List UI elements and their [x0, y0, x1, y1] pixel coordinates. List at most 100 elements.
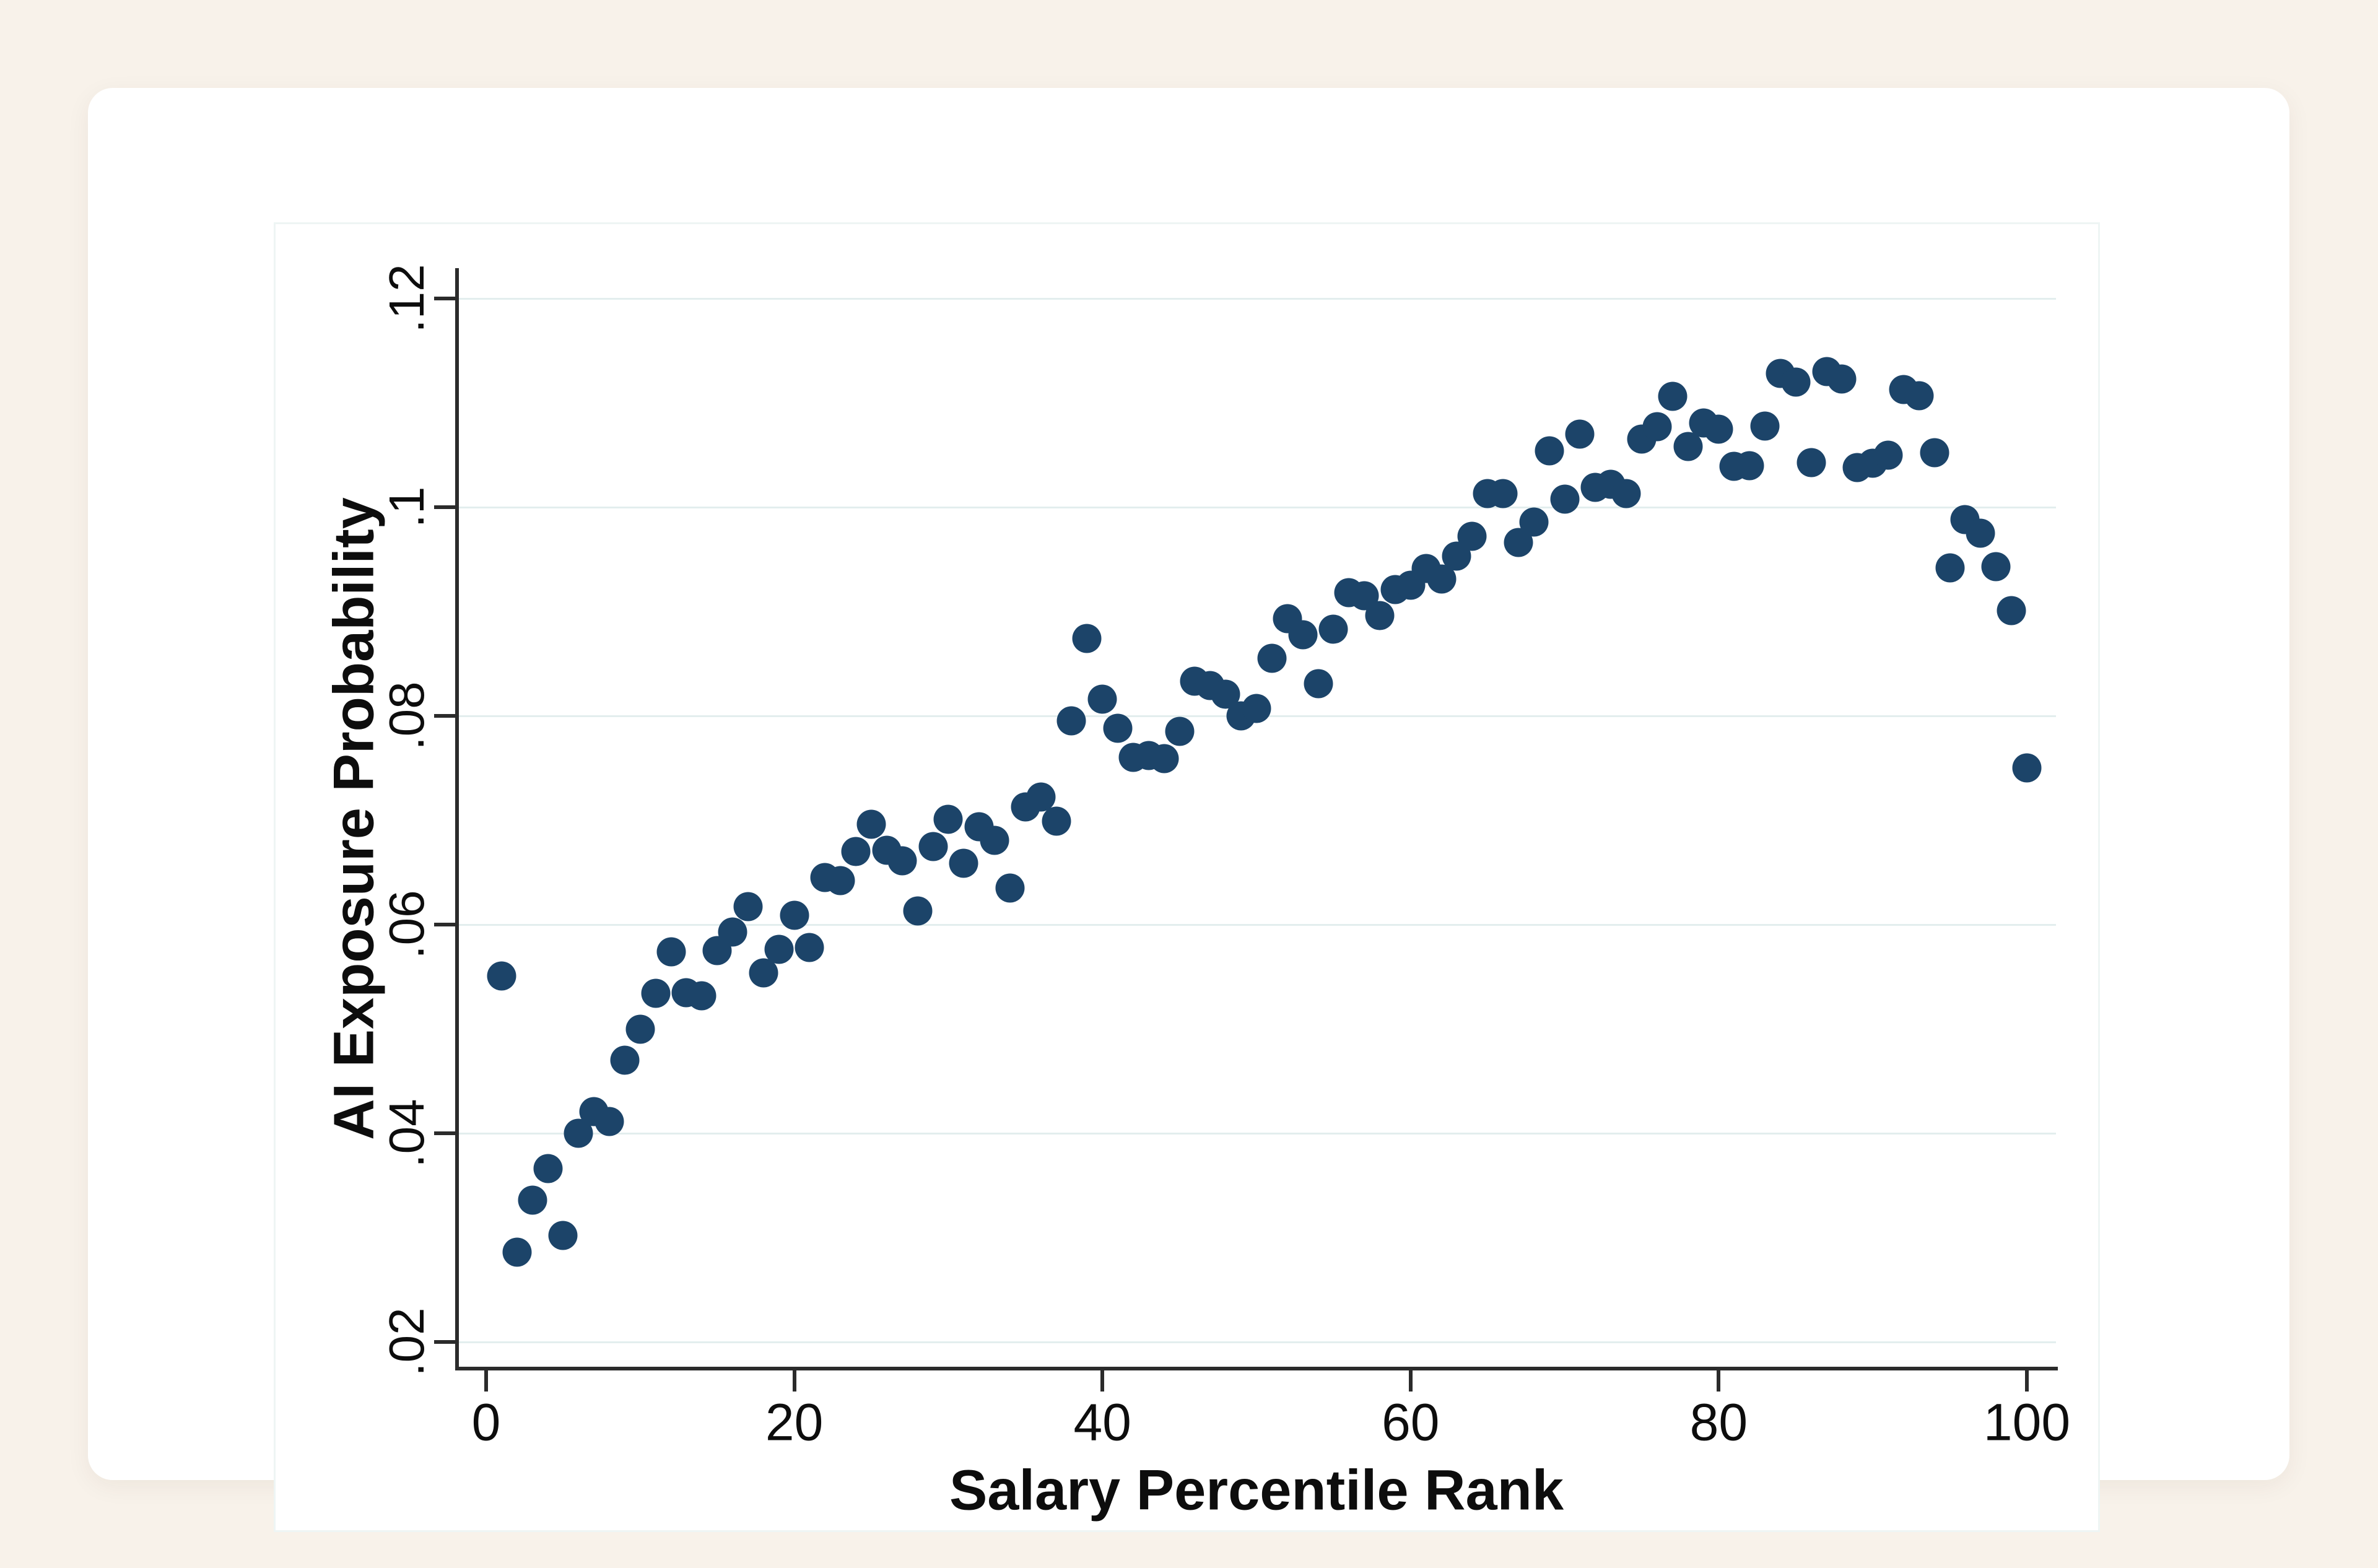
y-tick [434, 1340, 455, 1344]
y-tick [434, 923, 455, 926]
scatter-point [1257, 643, 1287, 673]
scatter-point [1781, 367, 1811, 397]
scatter-point [1042, 806, 1071, 836]
y-tick [434, 1131, 455, 1135]
x-tick [792, 1370, 796, 1392]
scatter-point [1704, 414, 1733, 444]
x-axis-line [455, 1367, 2058, 1370]
scatter-point [1165, 716, 1195, 746]
scatter-point [1072, 624, 1102, 653]
y-axis-title: AI Exposure Probability [322, 497, 386, 1140]
scatter-point [610, 1045, 640, 1075]
x-tick [1408, 1370, 1413, 1392]
x-tick [1100, 1370, 1105, 1392]
x-tick [484, 1370, 488, 1392]
scatter-point [656, 937, 686, 967]
scatter-point [887, 846, 917, 876]
x-tick-label: 100 [1983, 1393, 2071, 1452]
scatter-point [1642, 412, 1672, 442]
x-tick-label: 20 [765, 1393, 824, 1452]
scatter-point [1026, 782, 1056, 812]
scatter-point [533, 1154, 563, 1183]
scatter-point [1535, 436, 1564, 466]
y-tick-label: .08 [379, 681, 434, 751]
y-gridline [459, 1341, 2056, 1343]
scatter-point [1735, 451, 1764, 481]
y-tick-label: .06 [379, 890, 434, 959]
scatter-point [903, 896, 933, 926]
scatter-point [687, 981, 716, 1011]
scatter-point [995, 873, 1025, 903]
scatter-point [1966, 518, 1995, 548]
y-tick [434, 297, 455, 300]
y-axis-line [455, 268, 459, 1370]
scatter-point [1519, 507, 1549, 537]
scatter-point [625, 1014, 655, 1043]
scatter-point [856, 809, 886, 839]
x-tick-label: 40 [1073, 1393, 1131, 1452]
scatter-point [548, 1221, 578, 1250]
x-tick [1717, 1370, 1721, 1392]
scatter-point [1827, 364, 1857, 394]
y-gridline [459, 297, 2056, 300]
scatter-point [1797, 448, 1826, 477]
y-tick-label: .04 [379, 1099, 434, 1168]
scatter-point [980, 825, 1009, 855]
scatter-point [1565, 419, 1595, 449]
scatter-point [594, 1107, 624, 1136]
scatter-point [1920, 438, 1949, 468]
y-gridline [459, 506, 2056, 508]
scatter-point [1056, 706, 1086, 736]
scatter-point [933, 804, 963, 834]
scatter-point [1365, 601, 1395, 630]
scatter-point [764, 934, 794, 964]
scatter-point [1304, 669, 1333, 699]
scatter-point [502, 1237, 532, 1267]
y-tick-label: .12 [379, 264, 434, 333]
scatter-point [1288, 620, 1318, 650]
scatter-point [2012, 753, 2042, 783]
x-tick-label: 0 [471, 1393, 501, 1452]
scatter-point [1103, 713, 1133, 743]
graph-region: .02 .04 .06 .08 .1 .12 0 20 40 60 80 100 AI Exposur… [274, 222, 2100, 1532]
scatter-point [1488, 479, 1518, 508]
y-gridline [459, 923, 2056, 926]
y-tick-label: .02 [379, 1307, 434, 1377]
scatter-point [825, 866, 855, 895]
x-tick [2025, 1370, 2029, 1392]
y-gridline [459, 1132, 2056, 1135]
scatter-point [1658, 381, 1688, 411]
y-tick-label: .1 [379, 486, 434, 528]
scatter-point [1550, 484, 1580, 514]
scatter-point [795, 933, 824, 962]
x-tick-label: 80 [1689, 1393, 1748, 1452]
scatter-point [1997, 596, 2026, 625]
y-tick [434, 505, 455, 509]
x-tick-label: 60 [1382, 1393, 1440, 1452]
scatter-point [1673, 432, 1703, 461]
scatter-point [780, 900, 809, 930]
scatter-point [1904, 381, 1934, 411]
scatter-point [733, 892, 763, 921]
scatter-point [641, 978, 671, 1008]
scatter-point [518, 1185, 547, 1215]
y-tick [434, 714, 455, 718]
scatter-point [841, 837, 871, 866]
scatter-point [1318, 614, 1348, 644]
scatter-point [1242, 694, 1271, 723]
scatter-point [718, 917, 747, 947]
scatter-point [1087, 684, 1117, 714]
scatter-point [1935, 553, 1965, 583]
scatter-point [1873, 440, 1903, 470]
scatter-point [487, 961, 516, 991]
x-axis-title: Salary Percentile Rank [949, 1458, 1564, 1522]
scatter-point [1611, 479, 1641, 508]
scatter-point [1149, 744, 1179, 773]
scatter-point [918, 832, 948, 861]
chart-card: .02 .04 .06 .08 .1 .12 0 20 40 60 80 100 AI Exposur… [88, 88, 2289, 1532]
scatter-point [1457, 521, 1487, 551]
scatter-point [1750, 411, 1780, 441]
scatter-point [949, 848, 978, 878]
scatter-point [1981, 552, 2011, 581]
